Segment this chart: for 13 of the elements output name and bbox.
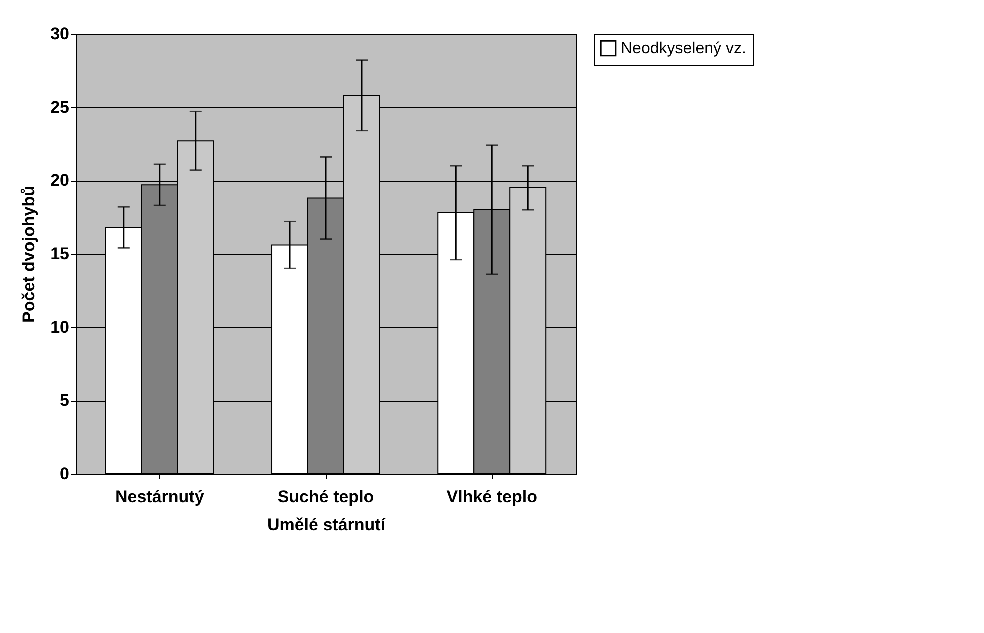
y-tick-label: 0 xyxy=(60,464,70,484)
x-axis-title: Umělé stárnutí xyxy=(267,516,387,534)
y-tick-label: 30 xyxy=(50,24,70,44)
y-tick-label: 20 xyxy=(50,171,70,190)
x-tick-label: Vlhké teplo xyxy=(446,488,538,506)
x-tick-label: Suché teplo xyxy=(278,488,374,506)
y-tick-label: 25 xyxy=(50,98,70,117)
y-axis-title: Počet dvojohybů xyxy=(20,186,39,323)
y-tick-label: 15 xyxy=(50,244,70,264)
y-tick-label: 10 xyxy=(50,318,70,337)
y-tick-label: 5 xyxy=(60,391,70,410)
legend-label: Neodkyselený vz. xyxy=(621,40,746,58)
x-tick-label: Nestárnutý xyxy=(115,488,205,506)
